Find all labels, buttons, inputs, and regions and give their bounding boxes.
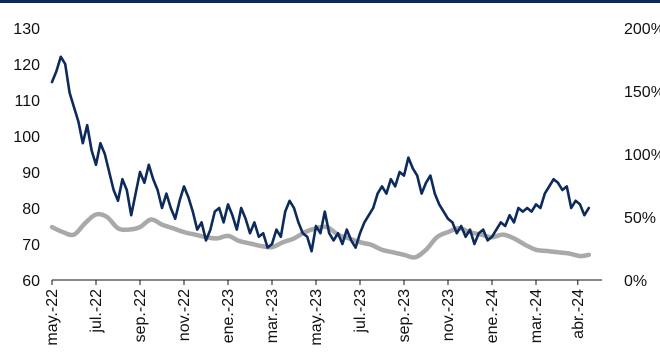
left-tick-label: 90: [22, 165, 40, 182]
x-tick-label: ene.-24: [484, 289, 501, 343]
x-axis: may.-22 jul.-22 sep.-22 nov.-22 ene.-23 mar.-…: [44, 280, 587, 346]
right-axis: 0% 50% 100% 150% 200%: [624, 21, 660, 290]
x-tick-label: abr.-24: [570, 289, 587, 339]
series-line-left-axis: [50, 55, 591, 253]
x-tick-label: nov.-22: [176, 289, 193, 341]
right-tick-label: 0%: [624, 273, 647, 290]
x-tick-label: jul.-22: [88, 289, 105, 334]
left-tick-label: 70: [22, 237, 40, 254]
x-tick-label: nov.-23: [440, 289, 457, 341]
right-tick-label: 150%: [624, 84, 660, 101]
x-tick-label: jul.-23: [352, 289, 369, 334]
left-tick-label: 100: [13, 129, 40, 146]
left-tick-label: 80: [22, 201, 40, 218]
right-tick-label: 100%: [624, 147, 660, 164]
left-tick-label: 120: [13, 57, 40, 74]
x-tick-label: mar.-24: [528, 289, 545, 343]
left-tick-label: 110: [14, 93, 40, 110]
top-rule: [0, 0, 660, 3]
left-axis: 60 70 80 90 100 110 120 130: [13, 21, 40, 290]
x-tick-label: sep.-23: [396, 289, 413, 342]
left-tick-label: 60: [22, 273, 40, 290]
right-tick-label: 200%: [624, 21, 660, 38]
x-tick-label: ene.-23: [220, 289, 237, 343]
left-tick-label: 130: [13, 21, 40, 38]
x-tick-label: sep.-22: [132, 289, 149, 342]
x-tick-label: mar.-23: [264, 289, 281, 343]
x-tick-label: may.-22: [44, 289, 61, 346]
right-tick-label: 50%: [624, 210, 656, 227]
series-layer: [49, 55, 592, 260]
x-tick-label: may.-23: [308, 289, 325, 346]
